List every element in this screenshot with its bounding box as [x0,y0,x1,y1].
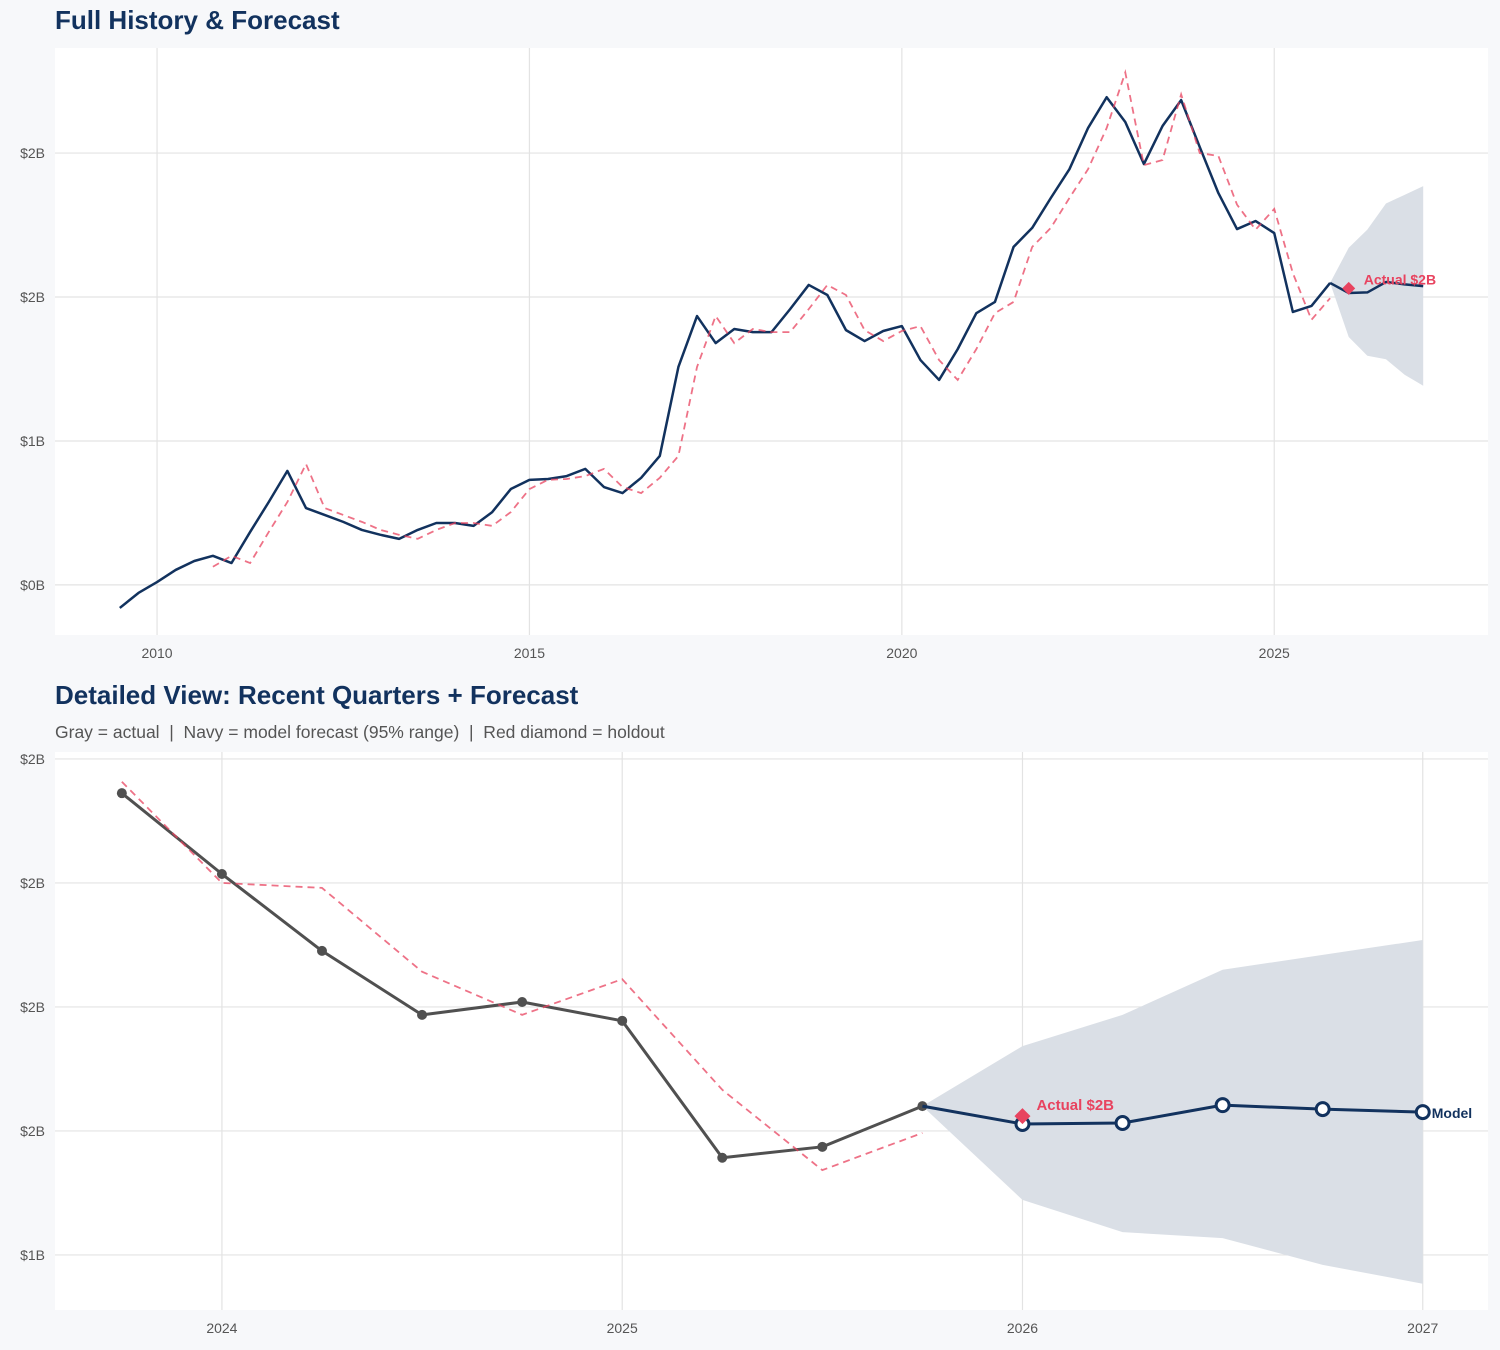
bottom-actual-point [717,1152,728,1163]
top-chart-title: Full History & Forecast [55,5,340,35]
bottom-forecast-point [1214,1097,1231,1114]
bottom-x-tick-label: 2027 [1407,1320,1438,1336]
top-y-tick-label: $1B [20,433,45,449]
bottom-holdout-label: Actual $2B [1036,1097,1114,1114]
bottom-actual-point [116,788,127,799]
bottom-forecast-point [1314,1101,1331,1118]
bottom-y-tick-label: $2B [20,999,45,1015]
top-x-tick-label: 2015 [514,645,545,661]
bottom-y-tick-label: $2B [20,875,45,891]
top-y-tick-label: $0B [20,577,45,593]
bottom-actual-point [316,945,327,956]
top-y-tick-label: $2B [20,289,45,305]
top-chart: 2010 2015 2020 2025 $0B $1B $2B $2B Actual $2B [20,48,1488,661]
bottom-forecast-point [1414,1104,1431,1121]
bottom-x-tick-label: 2024 [206,1320,237,1336]
bottom-holdout-diamond [1014,1108,1031,1125]
top-holdout-label: Actual $2B [1364,271,1436,287]
bottom-actual-point [517,996,528,1007]
bottom-fitted-dashed-line [121,781,923,1172]
bottom-actual-point [417,1009,428,1020]
bottom-forecast-point [1114,1115,1131,1132]
top-x-tick-label: 2010 [141,645,172,661]
top-history-line [119,95,1332,609]
bottom-y-tick-label: $2B [20,751,45,767]
bottom-actual-point [817,1141,828,1152]
top-fitted-dashed-line [212,68,1331,568]
bottom-chart-title: Detailed View: Recent Quarters + Forecas… [55,680,579,710]
bottom-forecast-line [922,1103,1423,1126]
bottom-actual-point [617,1015,628,1026]
bottom-forecast-95-band [922,939,1423,1284]
bottom-chart: 2024 2025 2026 2027 $1B $2B $2B $2B $2B Actual $2… [20,751,1488,1336]
bottom-x-tick-label: 2026 [1007,1320,1038,1336]
bottom-model-label: Model [1432,1105,1472,1121]
bottom-x-tick-label: 2025 [607,1320,638,1336]
top-holdout-diamond [1342,281,1356,295]
bottom-actual-point [216,869,227,880]
bottom-chart-subtitle: Gray = actual | Navy = model forecast (9… [55,722,665,742]
top-y-tick-label: $2B [20,145,45,161]
bottom-y-tick-label: $1B [20,1247,45,1263]
top-x-tick-label: 2020 [886,645,917,661]
bottom-y-tick-label: $2B [20,1123,45,1139]
top-plot-area [55,48,1488,635]
top-x-tick-label: 2025 [1259,645,1290,661]
